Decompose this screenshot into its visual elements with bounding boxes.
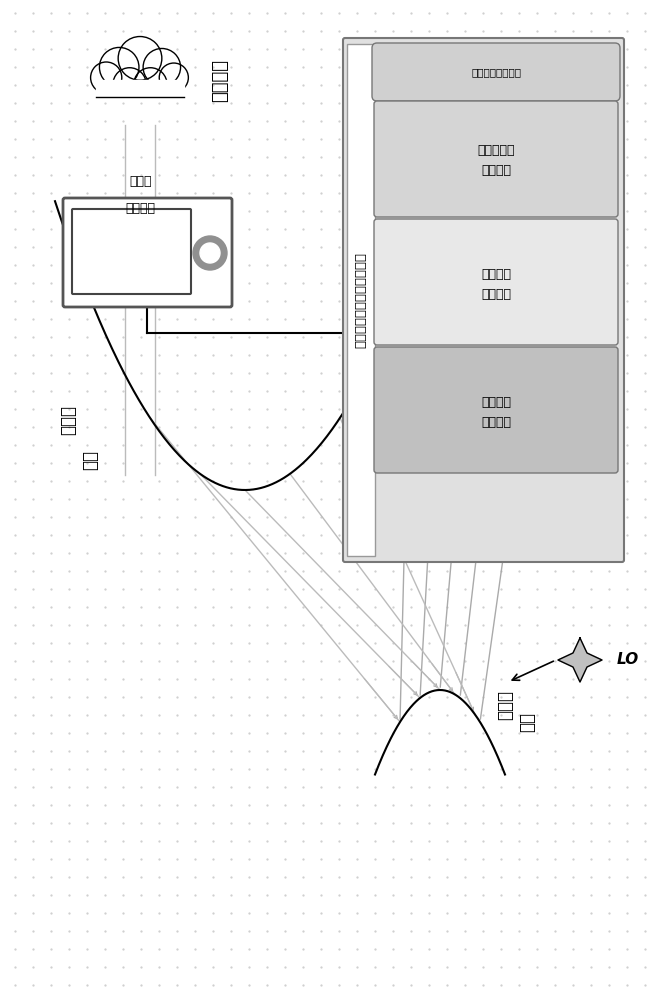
Circle shape (134, 68, 167, 101)
Text: 基带信号: 基带信号 (481, 395, 511, 408)
Circle shape (118, 37, 162, 80)
Text: 探测目标: 探测目标 (211, 58, 229, 102)
Text: 主镜: 主镜 (81, 450, 99, 470)
Bar (347, 44, 375, 556)
Text: 处理单元: 处理单元 (481, 288, 511, 300)
FancyBboxPatch shape (63, 198, 232, 307)
Circle shape (113, 68, 146, 101)
Text: 双曲面: 双曲面 (496, 690, 514, 720)
Text: 处理单元: 处理单元 (481, 164, 511, 178)
Bar (96, 80, 184, 101)
FancyBboxPatch shape (374, 347, 618, 473)
Text: 中频信号: 中频信号 (481, 267, 511, 280)
Text: 太赫兹信号: 太赫兹信号 (477, 144, 515, 157)
Polygon shape (558, 638, 602, 682)
FancyBboxPatch shape (372, 43, 620, 101)
Text: 处理单元: 处理单元 (481, 416, 511, 428)
Circle shape (91, 62, 122, 93)
Text: 立体封装太赫兹辐射探测器: 立体封装太赫兹辐射探测器 (355, 252, 367, 348)
Text: 抛物面: 抛物面 (59, 405, 77, 435)
Circle shape (193, 236, 227, 270)
Text: 次镜: 次镜 (518, 712, 536, 732)
FancyBboxPatch shape (374, 101, 618, 217)
Text: 显示图像: 显示图像 (126, 202, 155, 215)
Circle shape (200, 243, 220, 263)
Text: 计算机: 计算机 (129, 175, 152, 188)
FancyBboxPatch shape (343, 38, 624, 562)
Text: 介质扩展半球透镜: 介质扩展半球透镜 (471, 67, 521, 77)
Bar (96, 72, 184, 98)
Circle shape (100, 47, 139, 87)
Text: LO: LO (617, 652, 639, 668)
FancyBboxPatch shape (72, 209, 191, 294)
Circle shape (143, 48, 181, 86)
Circle shape (159, 63, 188, 92)
FancyBboxPatch shape (374, 219, 618, 345)
